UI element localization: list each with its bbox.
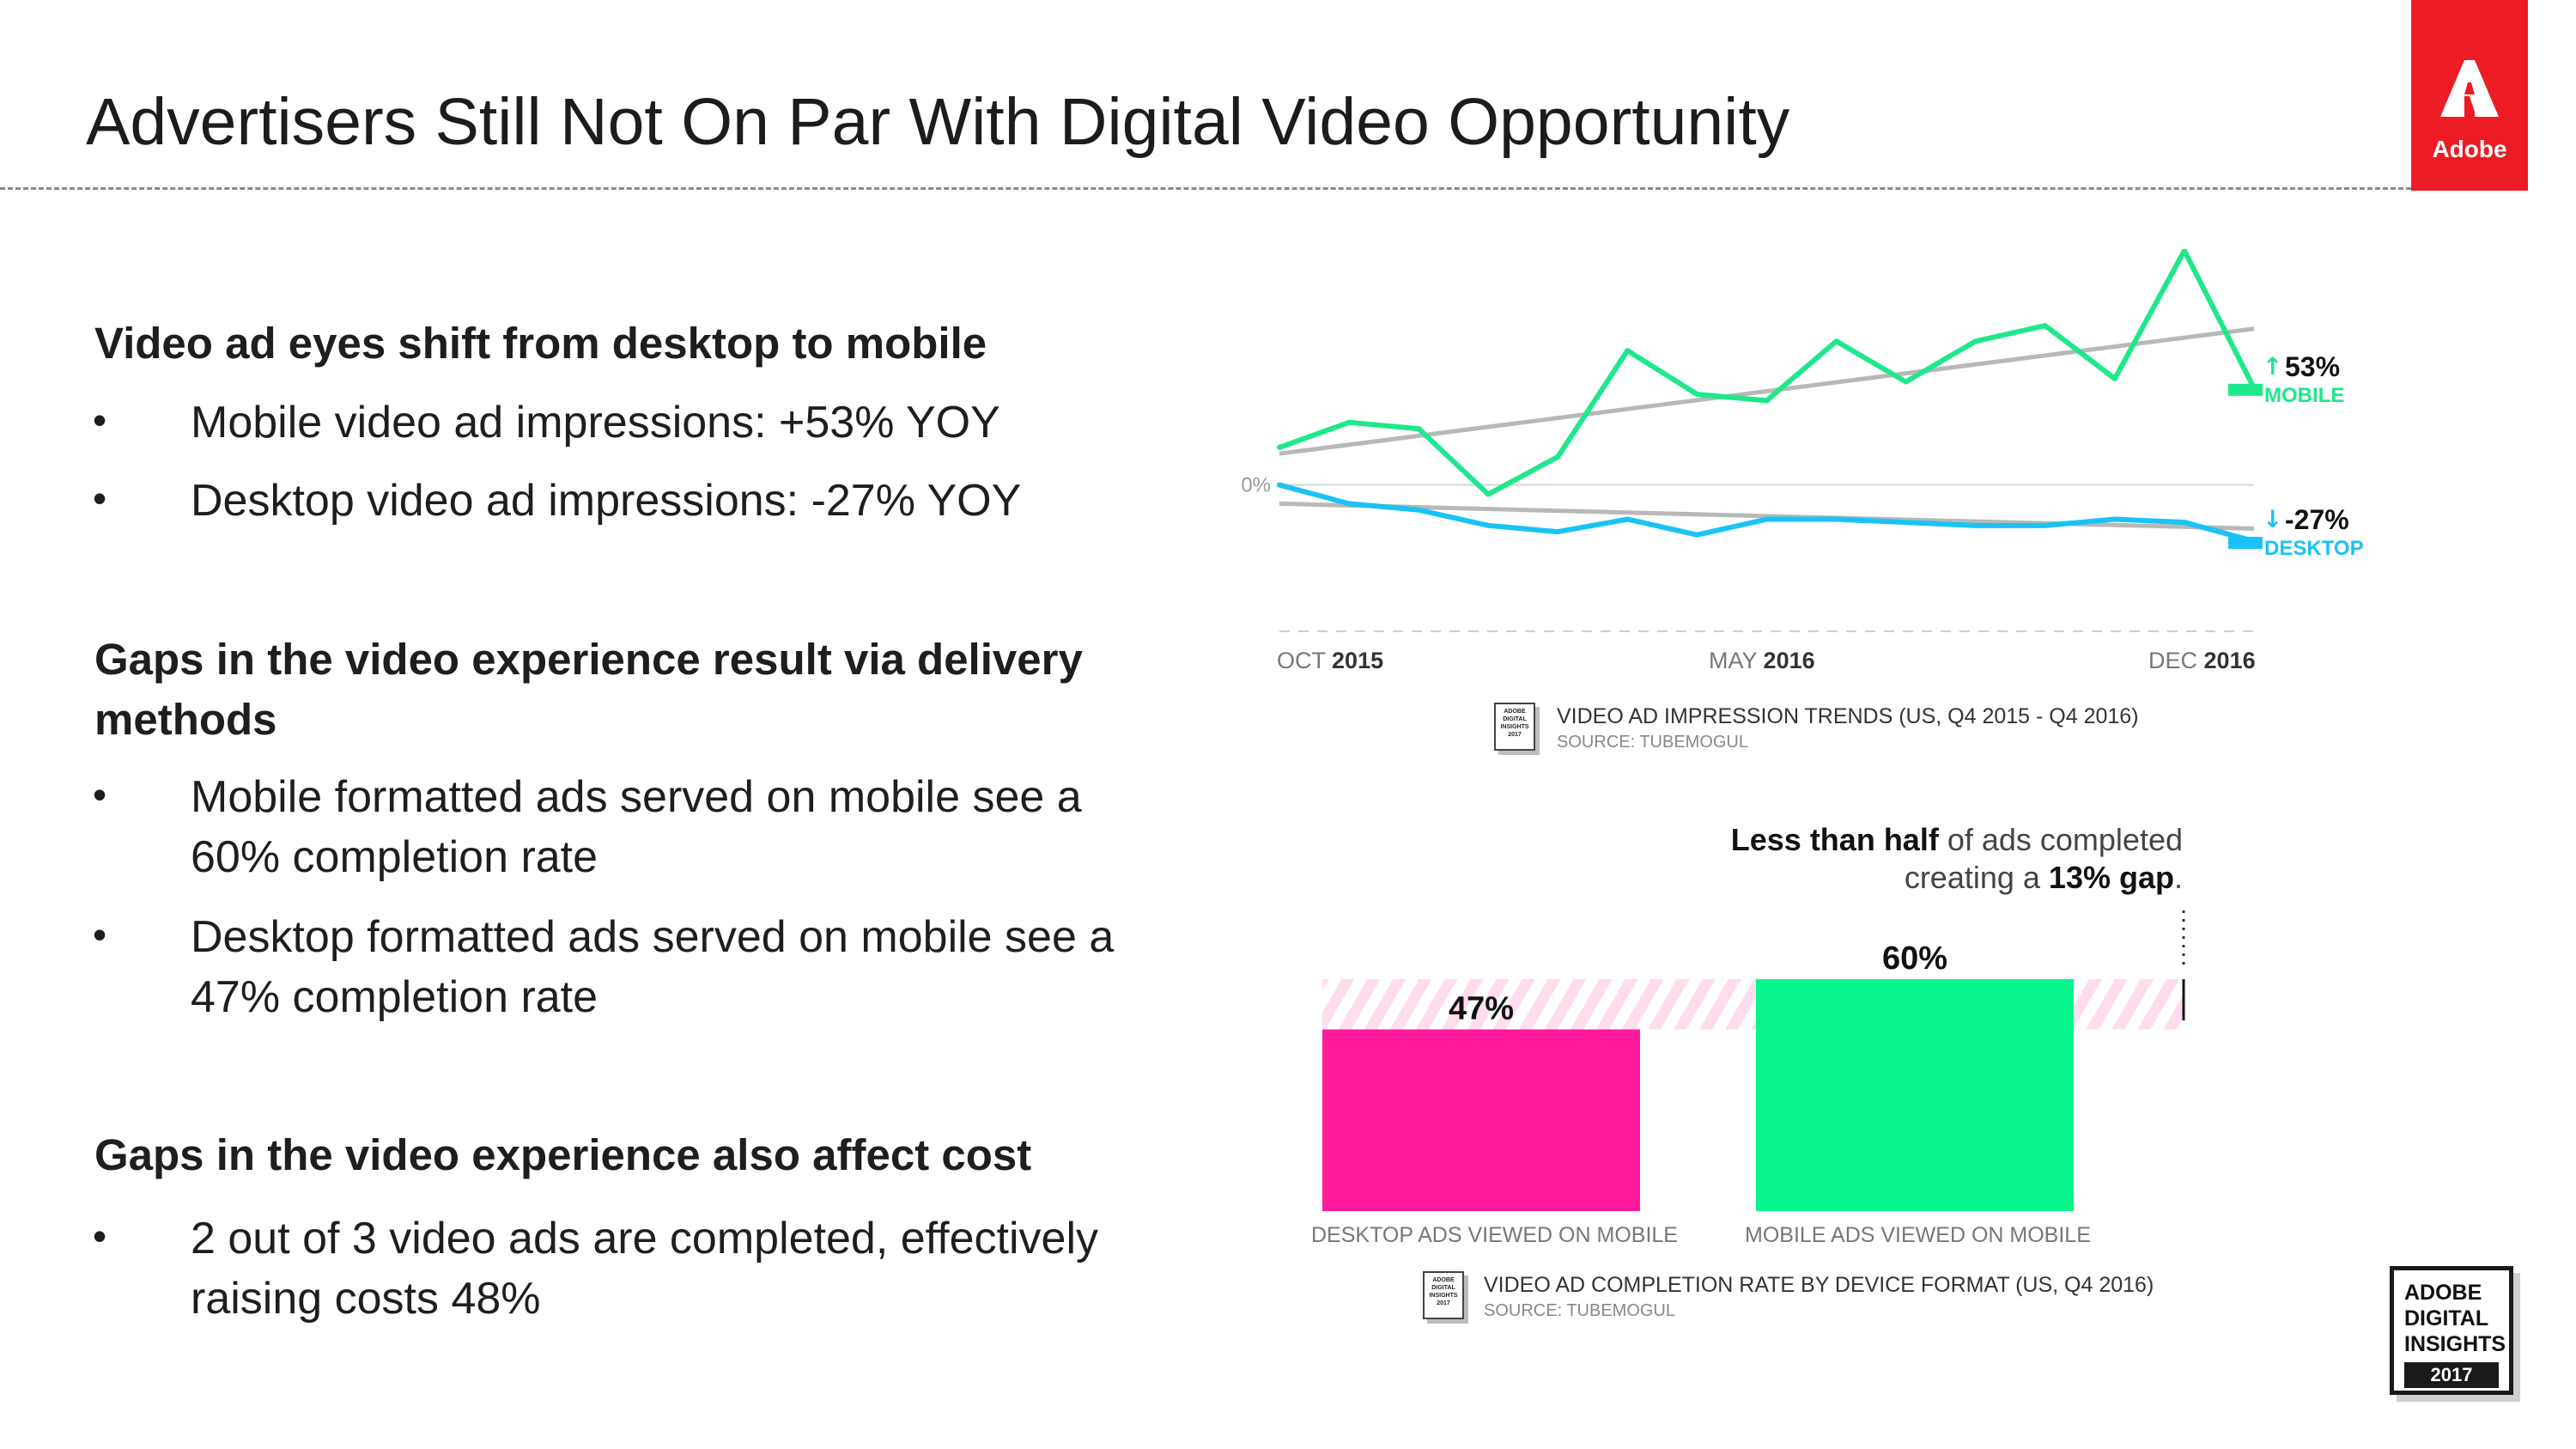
bullet-text: Desktop video ad impressions: -27% YOY: [191, 476, 1022, 526]
data-point-mobile: [1555, 454, 1561, 460]
data-point-mobile: [1485, 491, 1492, 497]
data-point-mobile: [2042, 323, 2048, 329]
title-divider: [0, 187, 2411, 190]
chart-1-source: SOURCE: TUBEMOGUL: [1557, 733, 1748, 752]
report-document-icon: ADOBE DIGITAL INSIGHTS 2017: [1423, 1271, 1464, 1319]
data-point-mobile: [1416, 426, 1422, 432]
section-heading-3: Gaps in the video experience also affect…: [94, 1130, 1032, 1179]
data-point-desktop: [1555, 529, 1561, 535]
bar-value-label: 47%: [1449, 991, 1514, 1027]
series-end-marker: [2228, 383, 2263, 396]
bullet-text: Desktop formatted ads served on mobile s…: [191, 907, 1114, 1027]
bar-category-label: DESKTOP ADS VIEWED ON MOBILE: [1311, 1223, 1678, 1247]
bullet-text-line1: Mobile formatted ads served on mobile se…: [191, 772, 1082, 822]
bullet-text-line2: 60% completion rate: [191, 832, 598, 882]
data-point-desktop: [1694, 532, 1700, 538]
series-end-value: 53%: [2285, 351, 2340, 382]
chart-2-title: VIDEO AD COMPLETION RATE BY DEVICE FORMA…: [1484, 1273, 2154, 1297]
bar-series-layer: 47% 60%: [1322, 941, 2184, 1211]
bullet-marker: •: [93, 912, 107, 957]
data-point-desktop: [1346, 501, 1352, 507]
zero-axis-label: 0%: [1241, 474, 1271, 497]
arrow-down-icon: ↓: [2263, 505, 2282, 533]
bullet-marker: •: [93, 476, 107, 521]
series-line-mobile: [1278, 249, 2257, 497]
data-point-mobile: [1833, 338, 1839, 344]
adobe-logo-icon: [2440, 60, 2499, 117]
data-point-desktop: [1903, 520, 1909, 526]
completion-rate-chart: 47% 60%: [1322, 910, 2185, 1211]
data-point-desktop: [2111, 516, 2117, 522]
bullet-text-line2: 47% completion rate: [191, 972, 598, 1022]
x-tick-label: MAY 2016: [1709, 648, 1815, 673]
data-point-mobile: [2181, 249, 2187, 253]
bullet-text-line1: Desktop formatted ads served on mobile s…: [191, 912, 1115, 962]
section-heading-1: Video ad eyes shift from desktop to mobi…: [94, 319, 987, 368]
data-point-desktop: [1277, 482, 1282, 488]
adobe-logo: [2411, 0, 2528, 191]
data-point-desktop: [1833, 516, 1839, 522]
bullet-text: 2 out of 3 video ads are completed, effe…: [191, 1209, 1098, 1329]
bar-desktop-ads: [1322, 1029, 1640, 1211]
bar-value-label: 60%: [1882, 941, 1947, 977]
data-point-mobile: [1764, 398, 1770, 404]
bullet-marker: •: [93, 1214, 107, 1258]
bullet-marker: •: [93, 398, 107, 442]
chart-2-source: SOURCE: TUBEMOGUL: [1484, 1301, 1675, 1320]
data-point-desktop: [2042, 522, 2048, 528]
bar-mobile-ads: [1756, 979, 2074, 1211]
section-heading-2: Gaps in the video experience result via …: [94, 630, 1083, 750]
adobe-logo-label: Adobe: [2432, 136, 2507, 162]
trendline-desktop: [1279, 501, 2255, 531]
chart-1-title: VIDEO AD IMPRESSION TRENDS (US, Q4 2015 …: [1557, 704, 2139, 728]
bullet-text-line2: raising costs 48%: [191, 1274, 541, 1324]
impression-trend-chart: 0% ↑ 53%MOBILE ↓ -27%DESKTOP: [1241, 249, 2364, 632]
data-point-desktop: [2181, 520, 2187, 526]
data-point-mobile: [1625, 348, 1631, 354]
bullet-text: Mobile formatted ads served on mobile se…: [191, 767, 1082, 887]
line-series-layer: [1277, 249, 2257, 544]
data-point-mobile: [1694, 392, 1700, 398]
data-point-mobile: [1277, 444, 1282, 450]
data-point-mobile: [2111, 375, 2117, 381]
slide-title: Advertisers Still Not On Par With Digita…: [86, 85, 1790, 159]
data-point-mobile: [1903, 379, 1909, 385]
badge-year: 2017: [2404, 1362, 2499, 1388]
report-document-icon: ADOBE DIGITAL INSIGHTS 2017: [1494, 703, 1535, 751]
badge-label: ADOBE DIGITAL INSIGHTS: [2404, 1281, 2506, 1356]
bar-category-label: MOBILE ADS VIEWED ON MOBILE: [1745, 1223, 2091, 1247]
series-line-desktop: [1279, 482, 2255, 544]
data-point-mobile: [1972, 338, 1978, 344]
data-point-desktop: [1764, 516, 1770, 522]
section-heading-2-line2: methods: [94, 695, 277, 744]
data-point-desktop: [1416, 507, 1422, 513]
bullet-text: Mobile video ad impressions: +53% YOY: [191, 398, 1000, 447]
x-tick-label: OCT 2015: [1277, 648, 1384, 673]
gap-callout: Less than half of ads completed creating…: [1730, 822, 2183, 895]
series-end-labels: ↑ 53%MOBILE ↓ -27%DESKTOP: [2228, 351, 2364, 560]
x-tick-label: DEC 2016: [2148, 648, 2256, 673]
arrow-up-icon: ↑: [2263, 352, 2282, 381]
data-point-desktop: [1625, 516, 1631, 522]
data-point-desktop: [1485, 522, 1492, 528]
series-name-label: MOBILE: [2264, 384, 2344, 407]
bullet-text-line1: 2 out of 3 video ads are completed, effe…: [191, 1214, 1099, 1263]
series-end-value: -27%: [2285, 504, 2349, 535]
trendline-mobile: [1279, 326, 2255, 456]
section-heading-2-line1: Gaps in the video experience result via …: [94, 635, 1083, 684]
series-name-label: DESKTOP: [2264, 537, 2364, 560]
data-point-mobile: [1346, 419, 1352, 425]
data-point-desktop: [1972, 522, 1978, 528]
series-end-marker: [2228, 537, 2263, 549]
bullet-marker: •: [93, 772, 107, 817]
